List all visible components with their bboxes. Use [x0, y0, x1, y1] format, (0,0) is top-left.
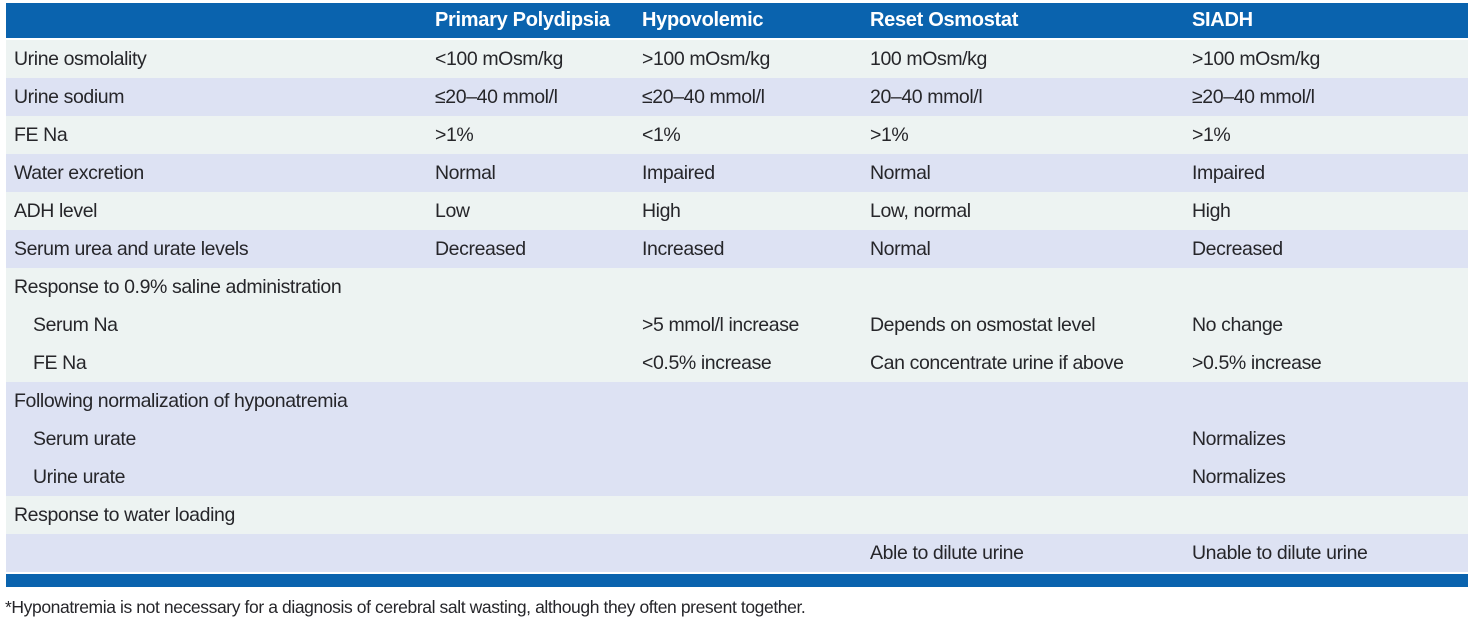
table-row: ADH level Low High Low, normal High [6, 192, 1468, 230]
row-label: Urine sodium [14, 85, 125, 108]
row-label: Following normalization of hyponatremia [14, 389, 348, 412]
table-row: Urine osmolality <100 mOsm/kg >100 mOsm/kg… [6, 40, 1468, 78]
row-value: >1% [435, 123, 474, 146]
row-value: Unable to dilute urine [1192, 541, 1368, 564]
row-value: Impaired [642, 161, 715, 184]
row-label: Urine urate [33, 465, 126, 488]
row-value: No change [1192, 313, 1283, 336]
table-row: Serum urea and urate levels Decreased Incr… [6, 230, 1468, 268]
header-cell: Primary Polydipsia [435, 9, 610, 31]
comparison-table: Primary Polydipsia Hypovolemic Reset Osmos… [6, 3, 1468, 587]
row-value: Normalizes [1192, 465, 1286, 488]
header-cell: Hypovolemic [642, 9, 764, 31]
row-value: Decreased [1192, 237, 1283, 260]
row-value: Depends on osmostat level [870, 313, 1096, 336]
row-value: <1% [642, 123, 681, 146]
row-value: 100 mOsm/kg [870, 47, 987, 70]
row-label: Serum Na [33, 313, 118, 336]
row-value: Able to dilute urine [870, 541, 1024, 564]
row-value: Normalizes [1192, 427, 1286, 450]
table-row: Water excretion Normal Impaired Normal Impai… [6, 154, 1468, 192]
row-value: Low [435, 199, 470, 222]
table-header-row: Primary Polydipsia Hypovolemic Reset Osmos… [6, 3, 1468, 38]
row-label: FE Na [33, 351, 87, 374]
table-body: Urine osmolality <100 mOsm/kg >100 mOsm/kg… [6, 40, 1468, 572]
row-value: Normal [870, 237, 931, 260]
row-value: >1% [870, 123, 909, 146]
row-value: Normal [435, 161, 496, 184]
row-value: Normal [870, 161, 931, 184]
row-value: >0.5% increase [1192, 351, 1322, 374]
table-row: Response to water loading [6, 496, 1468, 534]
row-label: Serum urea and urate levels [14, 237, 249, 260]
table-row: Following normalization of hyponatremia [6, 382, 1468, 420]
row-value: ≥20–40 mmol/l [1192, 85, 1315, 108]
row-label: ADH level [14, 199, 98, 222]
row-value: Can concentrate urine if above [870, 351, 1124, 374]
row-value: Increased [642, 237, 725, 260]
row-label: Water excretion [14, 161, 144, 184]
header-cell: SIADH [1192, 9, 1253, 31]
row-value: >1% [1192, 123, 1231, 146]
row-value: >5 mmol/l increase [642, 313, 799, 336]
row-value: Decreased [435, 237, 526, 260]
table-row: Urine urate Normalizes [6, 458, 1468, 496]
table-row: Able to dilute urine Unable to dilute uri… [6, 534, 1468, 572]
table-row: Serum urate Normalizes [6, 420, 1468, 458]
row-label: Urine osmolality [14, 47, 147, 70]
row-value: ≤20–40 mmol/l [642, 85, 765, 108]
row-value: High [642, 199, 681, 222]
row-value: >100 mOsm/kg [1192, 47, 1320, 70]
row-value: Low, normal [870, 199, 971, 222]
row-value: Impaired [1192, 161, 1265, 184]
table-row: Urine sodium ≤20–40 mmol/l ≤20–40 mmol/l 20… [6, 78, 1468, 116]
footnote: *Hyponatremia is not necessary for a dia… [5, 597, 806, 617]
table-row: Serum Na >5 mmol/l increase Depends on osm… [6, 306, 1468, 344]
row-label: Serum urate [33, 427, 136, 450]
row-value: ≤20–40 mmol/l [435, 85, 558, 108]
row-value: High [1192, 199, 1231, 222]
row-value: <0.5% increase [642, 351, 772, 374]
row-label: FE Na [14, 123, 68, 146]
row-label: Response to 0.9% saline administration [14, 275, 342, 298]
row-label: Response to water loading [14, 503, 235, 526]
table-bottom-rule [6, 574, 1468, 587]
table-row: FE Na >1% <1% >1% >1% [6, 116, 1468, 154]
header-cell: Reset Osmostat [870, 9, 1019, 31]
table-row: Response to 0.9% saline administration [6, 268, 1468, 306]
row-value: >100 mOsm/kg [642, 47, 770, 70]
row-value: 20–40 mmol/l [870, 85, 983, 108]
table-row: FE Na <0.5% increase Can concentrate urine… [6, 344, 1468, 382]
row-value: <100 mOsm/kg [435, 47, 563, 70]
